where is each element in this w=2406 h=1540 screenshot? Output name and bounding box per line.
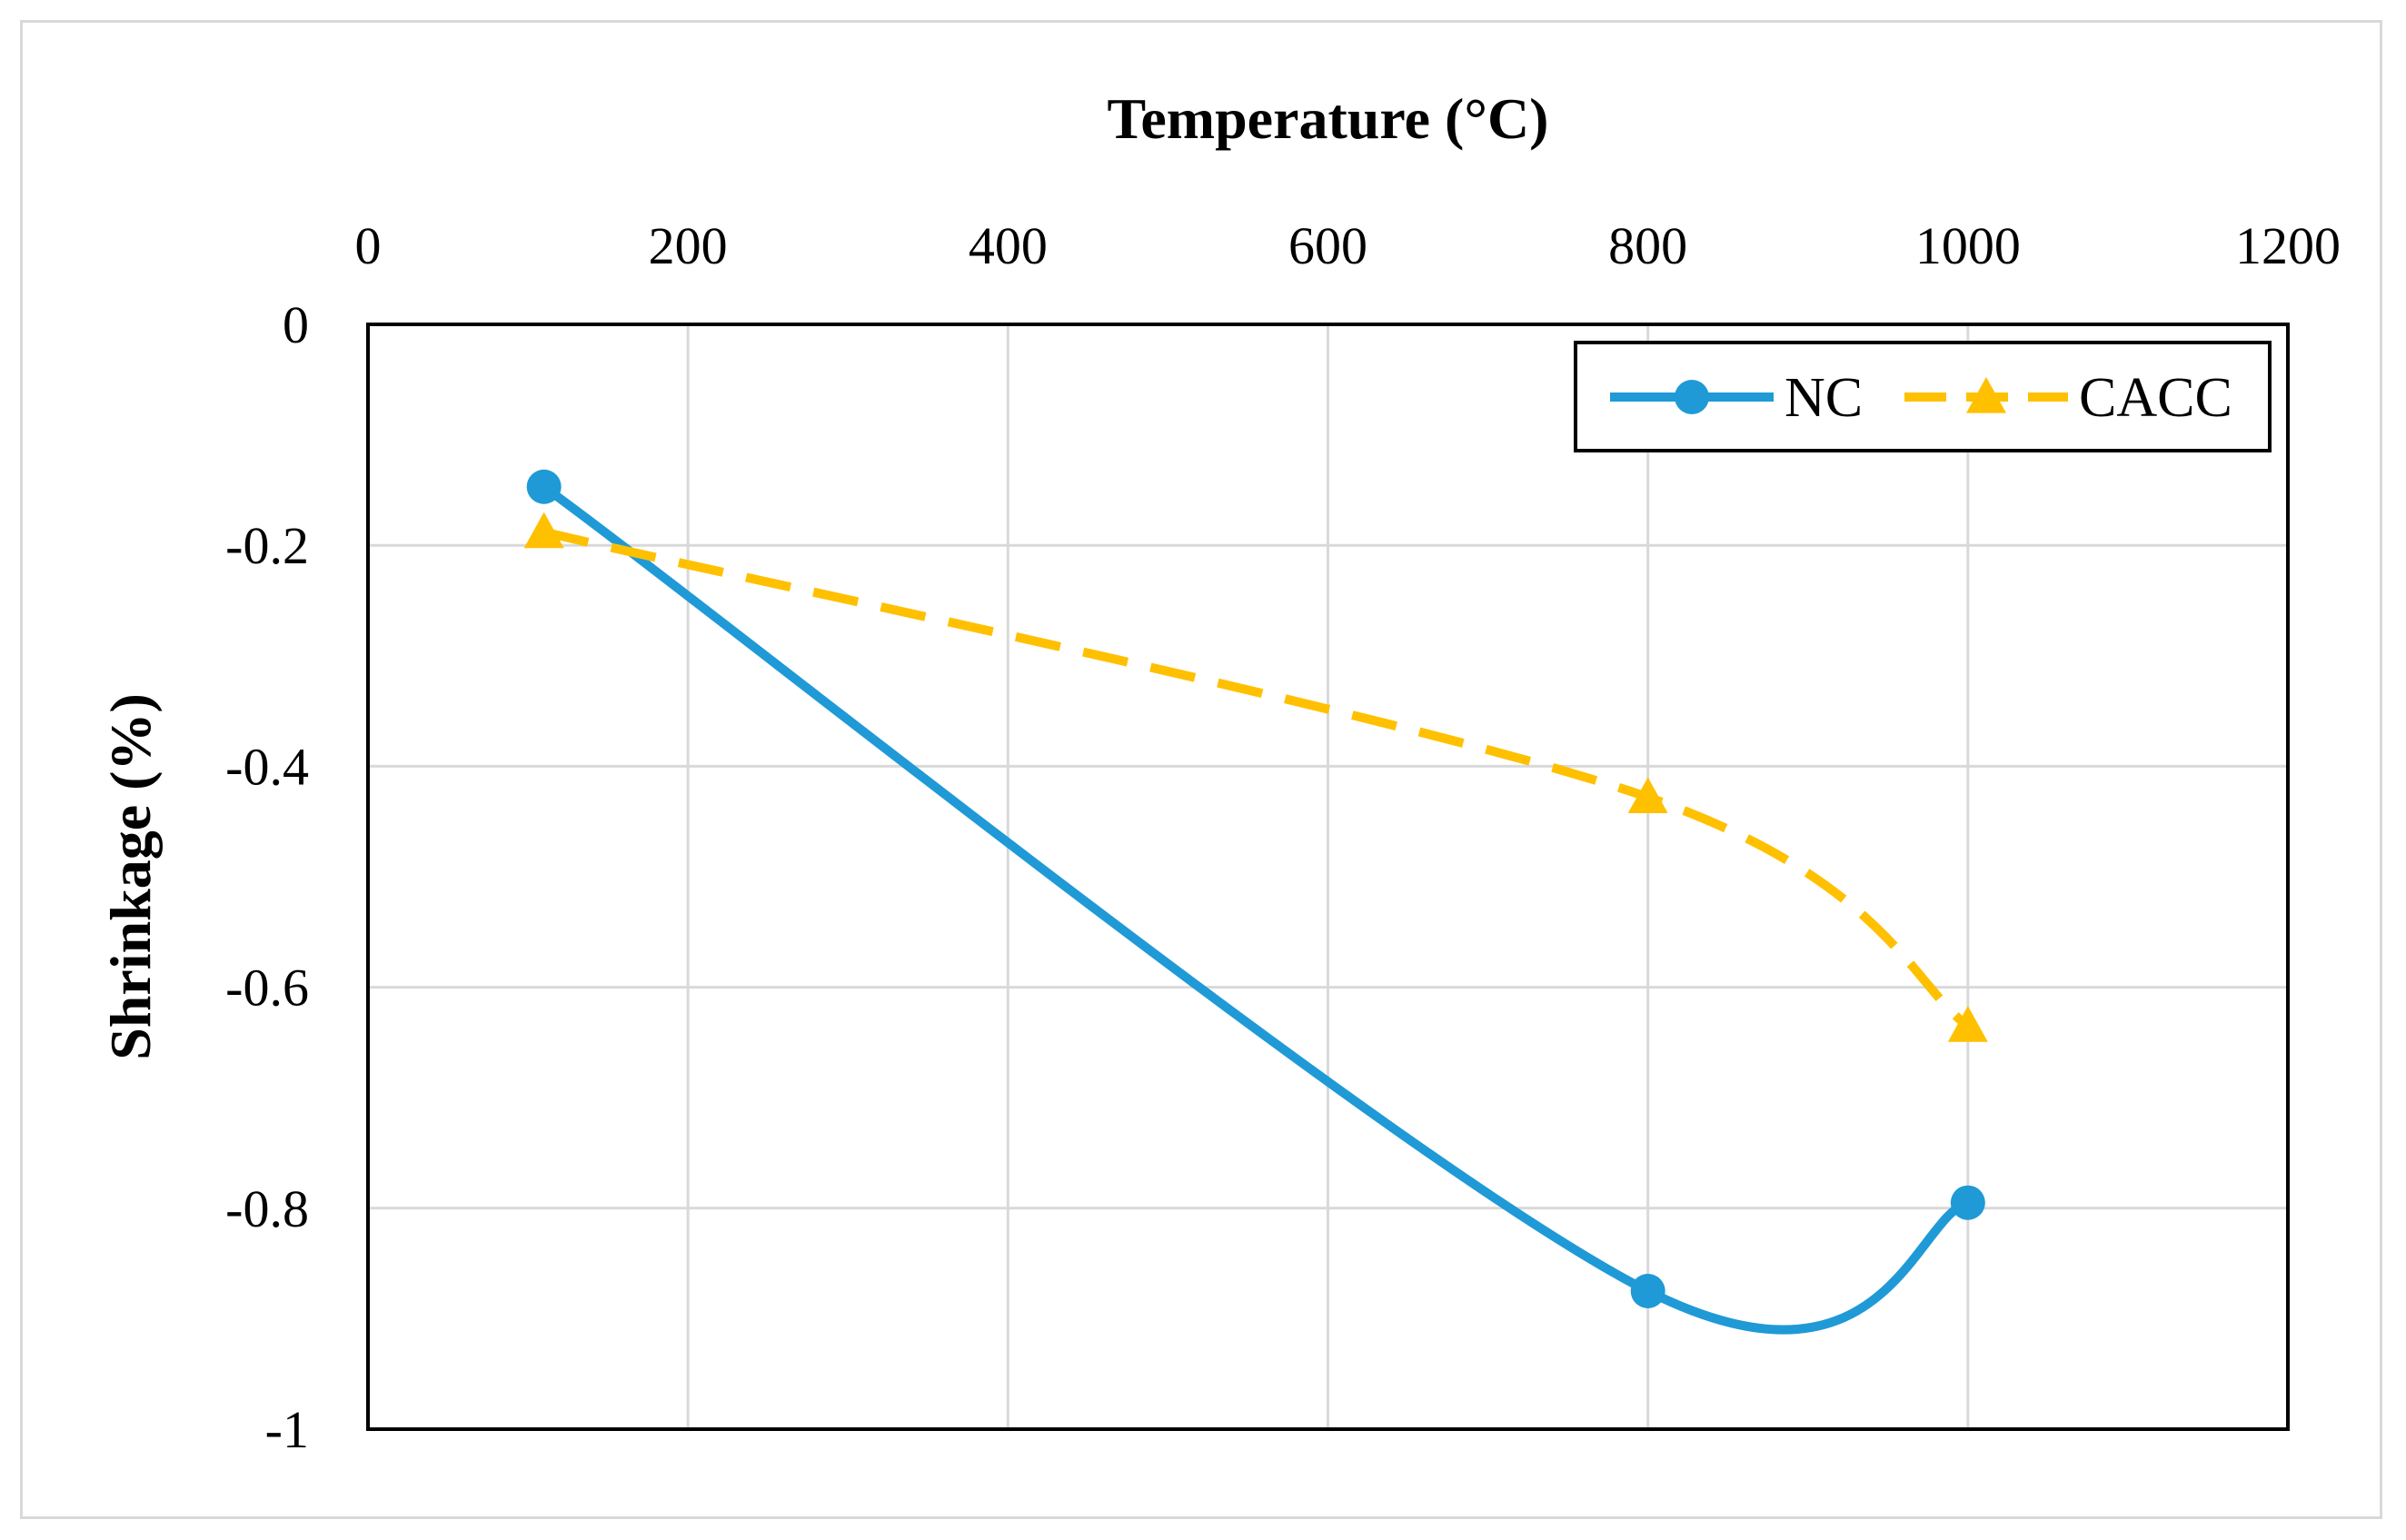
- series-group: [523, 469, 1988, 1335]
- x-tick-labels: 0 200 400 600 800 1000 1200: [355, 216, 2341, 275]
- x-tick-label: 600: [1288, 216, 1367, 275]
- series-line-cacc: [542, 527, 1971, 1030]
- data-point-nc-800: [1630, 1274, 1665, 1308]
- data-point-cacc-800: [1627, 777, 1668, 814]
- gridlines: [368, 324, 2288, 1429]
- data-point-cacc-1000: [1947, 1006, 1988, 1042]
- y-tick-label: -0.8: [225, 1179, 309, 1238]
- plot-area: [366, 323, 2290, 1431]
- x-axis-title: Temperature (°C): [1108, 86, 1549, 151]
- y-tick-label: -0.2: [225, 516, 309, 575]
- series-line-nc: [541, 482, 1970, 1335]
- y-tick-labels: 0 -0.2 -0.4 -0.6 -0.8 -1: [225, 295, 309, 1459]
- legend-label-cacc: CACC: [2079, 367, 2232, 429]
- x-tick-label: 400: [969, 216, 1048, 275]
- y-tick-label: -1: [265, 1400, 309, 1459]
- chart-frame: [20, 20, 2382, 1519]
- data-point-nc-110: [526, 469, 562, 504]
- legend-marker-cacc: [1966, 377, 2006, 413]
- data-point-nc-1000: [1950, 1185, 1985, 1220]
- y-tick-label: -0.4: [225, 737, 309, 796]
- y-tick-label: 0: [283, 295, 309, 354]
- x-tick-label: 1200: [2235, 216, 2341, 275]
- legend: NC CACC: [1574, 341, 2272, 452]
- x-tick-label: 1000: [1915, 216, 2021, 275]
- x-tick-label: 200: [649, 216, 728, 275]
- legend-label-nc: NC: [1785, 367, 1863, 429]
- y-axis-title: Shrinkage (%): [98, 693, 163, 1060]
- y-tick-label: -0.6: [225, 959, 309, 1018]
- series-nc: [526, 469, 1985, 1335]
- x-tick-label: 800: [1608, 216, 1687, 275]
- x-tick-label: 0: [355, 216, 382, 275]
- series-cacc: [523, 512, 1988, 1042]
- legend-marker-nc: [1675, 380, 1709, 414]
- data-point-cacc-110: [523, 512, 564, 549]
